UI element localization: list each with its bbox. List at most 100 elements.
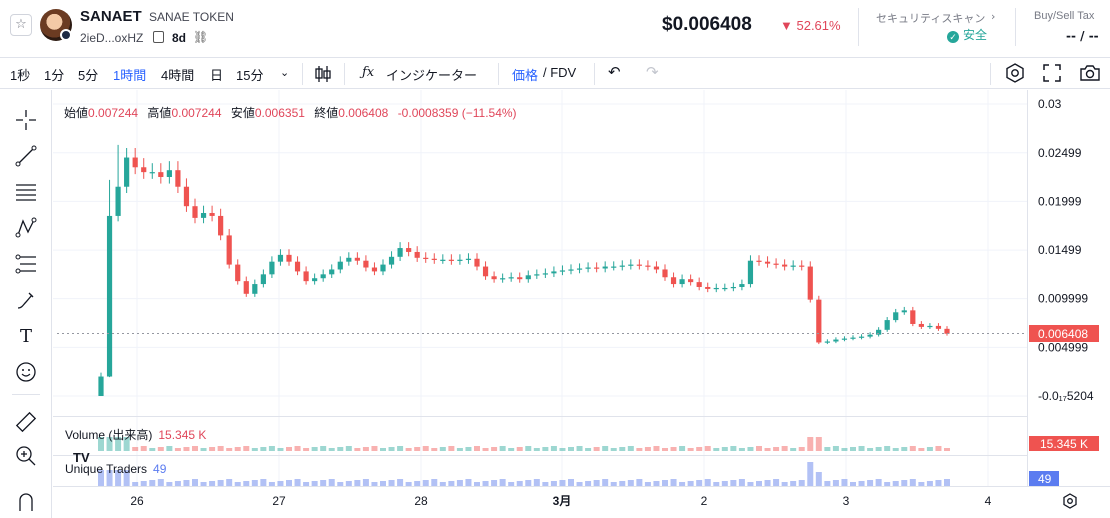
- traders-value: 49: [153, 462, 167, 476]
- traders-bar: [721, 481, 728, 486]
- traders-bar: [303, 482, 310, 486]
- traders-bar: [320, 480, 327, 486]
- candle-body: [517, 277, 523, 280]
- volume-bar: [328, 448, 335, 451]
- candle-body: [944, 328, 950, 334]
- candle-body: [465, 258, 472, 260]
- traders-bar: [935, 480, 942, 486]
- candle-body: [175, 170, 181, 187]
- star-icon[interactable]: ☆: [10, 14, 32, 36]
- magnet-icon[interactable]: [12, 488, 40, 516]
- interval-1m[interactable]: 1分: [44, 68, 65, 83]
- emoji-icon[interactable]: [12, 358, 40, 386]
- safe-label: 安全: [963, 28, 988, 42]
- interval-1h[interactable]: 1時間: [113, 68, 147, 83]
- ruler-icon[interactable]: [12, 408, 40, 436]
- price-axis-tick: 0.004999: [1038, 340, 1088, 354]
- traders-bar: [431, 479, 438, 486]
- traders-bar: [627, 480, 634, 486]
- camera-icon[interactable]: [1079, 63, 1101, 83]
- trend-line-icon[interactable]: [12, 142, 40, 170]
- candle-body: [935, 325, 942, 329]
- traders-bar: [354, 480, 361, 486]
- interval-1d[interactable]: 日: [210, 68, 224, 83]
- price-axis: 0.03 0.02499 0.01999 0.01499 0.009999 0.00499…: [1038, 97, 1094, 403]
- traders-bar: [140, 481, 147, 486]
- traders-bar: [815, 472, 822, 486]
- price-mode-toggle[interactable]: 価格: [512, 68, 539, 83]
- traders-bar: [465, 479, 472, 486]
- traders-indicator-label[interactable]: Unique Traders 49: [65, 462, 166, 476]
- candle-body: [901, 310, 907, 313]
- chevron-down-icon[interactable]: ⌄: [280, 67, 290, 79]
- traders-bar: [875, 479, 882, 486]
- volume-bar: [209, 447, 216, 451]
- pattern-icon[interactable]: [12, 214, 40, 242]
- check-icon: ✓: [947, 31, 959, 43]
- volume-bar: [764, 448, 771, 451]
- traders-bar: [388, 480, 395, 486]
- volume-bar: [730, 446, 737, 451]
- volume-bar: [568, 447, 574, 451]
- text-tool-icon[interactable]: T: [19, 325, 32, 347]
- candle-body: [730, 286, 736, 289]
- traders-bar: [824, 481, 831, 486]
- price-axis-tick: 0.01499: [1038, 243, 1082, 257]
- traders-bar: [585, 481, 592, 486]
- candle-body: [277, 254, 284, 262]
- interval-1s[interactable]: 1秒: [10, 68, 31, 83]
- volume-bar: [670, 447, 677, 451]
- candle-body: [636, 264, 642, 266]
- redo-icon[interactable]: ↷: [646, 64, 659, 81]
- volume-bar: [798, 447, 805, 451]
- volume-bar: [542, 447, 549, 451]
- traders-bar: [277, 481, 284, 486]
- indicators-button[interactable]: インジケーター: [386, 68, 478, 83]
- volume-bar: [217, 446, 224, 451]
- interval-4h[interactable]: 4時間: [161, 68, 195, 83]
- price-axis-tick: 0.01999: [1038, 194, 1082, 208]
- price-change: ▼ 52.61%: [780, 18, 841, 33]
- traders-bar: [337, 482, 344, 486]
- interval-15m[interactable]: 15分: [236, 68, 264, 83]
- volume-bar: [747, 447, 754, 451]
- brush-icon[interactable]: [12, 286, 40, 314]
- fullscreen-icon[interactable]: [1043, 64, 1061, 82]
- volume-indicator-label[interactable]: Volume (出来高) 15.345 K: [65, 426, 206, 443]
- volume-bar: [841, 448, 848, 451]
- volume-bar: [935, 446, 942, 451]
- fx-icon[interactable]: ƒx: [362, 65, 375, 80]
- traders-bar: [533, 479, 540, 486]
- candle-body: [824, 341, 830, 343]
- price-chart[interactable]: 0.03 0.02499 0.01999 0.01499 0.009999 0.00499…: [53, 90, 1110, 518]
- security-scan-link[interactable]: セキュリティスキャン: [876, 13, 986, 25]
- candle-body: [568, 269, 574, 271]
- candle-body: [363, 260, 369, 268]
- crosshair-icon[interactable]: [12, 106, 40, 134]
- undo-icon[interactable]: ↶: [608, 64, 621, 81]
- volume-bar: [756, 446, 762, 451]
- legend-high-label: 高値: [147, 106, 172, 120]
- unlink-icon[interactable]: ⛓: [193, 30, 209, 44]
- header-divider: [858, 8, 859, 46]
- zoom-in-icon[interactable]: [12, 442, 40, 470]
- copy-icon[interactable]: [153, 31, 164, 43]
- traders-bar: [576, 482, 583, 486]
- interval-5m[interactable]: 5分: [78, 68, 99, 83]
- chevron-right-icon[interactable]: ›: [991, 10, 996, 23]
- projection-icon[interactable]: [12, 250, 40, 278]
- candle-body: [106, 215, 113, 377]
- candle-body: [200, 213, 207, 218]
- fdv-mode-toggle[interactable]: / FDV: [543, 65, 577, 80]
- candle-body: [850, 337, 856, 339]
- volume-bar: [824, 447, 831, 451]
- fib-retracement-icon[interactable]: [12, 178, 40, 206]
- unique-traders-histogram: [98, 462, 950, 486]
- volume-bar: [431, 448, 438, 451]
- volume-tag: [1029, 436, 1099, 451]
- settings-icon[interactable]: [1005, 63, 1025, 83]
- volume-bar: [636, 448, 643, 451]
- token-address: 2ieD...oxHZ: [80, 31, 144, 45]
- volume-bar: [867, 448, 874, 451]
- candles-icon[interactable]: [314, 64, 332, 84]
